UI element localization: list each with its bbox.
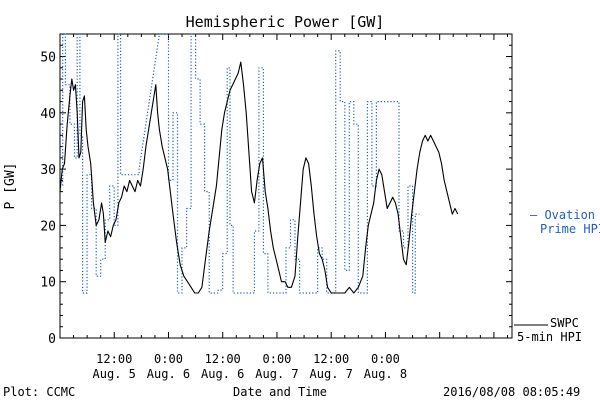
x-tick-date-label: Aug. 6 (201, 367, 244, 381)
x-axis-label: Date and Time (233, 385, 327, 399)
x-tick-time-label: 0:00 (371, 352, 400, 366)
chart-title: Hemispheric Power [GW] (186, 13, 385, 31)
x-tick-time-label: 0:00 (154, 352, 183, 366)
series-layer (59, 33, 459, 294)
plot-source: Plot: CCMC (3, 385, 75, 399)
plot-timestamp: 2016/08/08 08:05:49 (443, 385, 580, 399)
x-tick-date-label: Aug. 6 (147, 367, 190, 381)
x-tick-date-label: Aug. 5 (93, 367, 136, 381)
x-tick-time-label: 12:00 (205, 352, 241, 366)
y-tick-label: 0 (48, 332, 56, 347)
x-tick-time-label: 12:00 (313, 352, 349, 366)
legend-ovation-line2: Prime HPI (540, 222, 600, 236)
legend-swpc-line1: SWPC (550, 316, 579, 330)
y-tick-label: 40 (40, 107, 56, 122)
y-tick-label: 20 (40, 219, 56, 234)
x-tick-date-label: Aug. 8 (364, 367, 407, 381)
y-tick-label: 50 (40, 51, 56, 66)
x-tick-time-label: 0:00 (263, 352, 292, 366)
y-tick-label: 30 (40, 163, 56, 178)
y-axis: 0 10 20 30 40 50 (40, 44, 512, 347)
y-tick-label: 10 (40, 276, 56, 291)
x-tick-date-label: Aug. 7 (255, 367, 298, 381)
x-tick-date-label: Aug. 7 (310, 367, 353, 381)
y-axis-label: P [GW] (3, 163, 18, 210)
series-line-swpc (59, 61, 459, 294)
legend-swpc-line2: 5-min HPI (517, 330, 582, 344)
x-tick-time-label: 12:00 (96, 352, 132, 366)
legend-ovation-line1: — Ovation (530, 208, 595, 222)
